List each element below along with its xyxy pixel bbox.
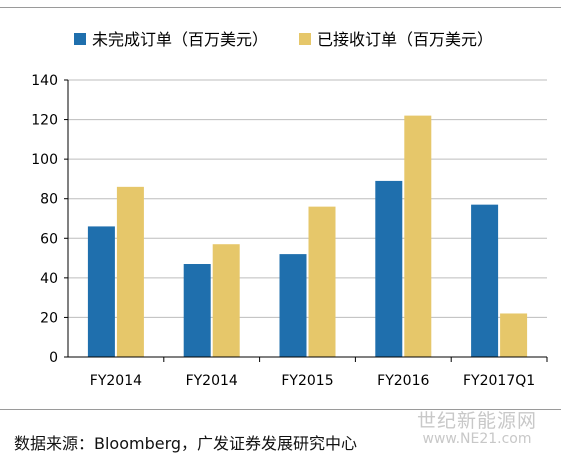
y-tick-label: 20: [40, 310, 58, 326]
bar-pending: [183, 264, 211, 357]
y-tick-label: 40: [40, 271, 58, 287]
bars: [87, 115, 528, 357]
watermark-text: 世纪新能源网: [416, 410, 537, 432]
source-note: 数据来源：Bloomberg，广发证券发展研究中心: [14, 434, 358, 453]
y-tick-label: 140: [31, 73, 58, 89]
y-tick-label: 60: [40, 231, 58, 247]
bar-pending: [375, 180, 403, 357]
bar-received: [500, 313, 528, 357]
legend-swatch: [299, 33, 311, 45]
x-tick-label: FY2014: [186, 373, 238, 389]
y-tick-label: 100: [31, 152, 58, 168]
y-tick-label: 120: [31, 113, 58, 129]
legend: 未完成订单（百万美元） 已接收订单（百万美元）: [74, 30, 493, 49]
watermark-url: www.NE21.com: [422, 430, 532, 447]
bar-received: [308, 206, 336, 357]
x-tick-label: FY2014: [90, 373, 142, 389]
bar-pending: [471, 204, 499, 357]
axes: [67, 80, 547, 358]
y-tick-label: 0: [49, 350, 58, 366]
top-rule: [0, 7, 561, 8]
watermark: 世纪新能源网 www.NE21.com: [402, 410, 552, 447]
x-tick-labels: FY2014 FY2014 FY2015 FY2016 FY2017Q1: [90, 373, 535, 389]
bar-received: [212, 244, 240, 357]
y-tick-label: 80: [40, 192, 58, 208]
bar-pending: [87, 226, 115, 357]
legend-swatch: [74, 33, 86, 45]
bar-pending: [279, 254, 307, 357]
legend-label: 未完成订单（百万美元）: [92, 30, 268, 49]
bar-received: [116, 186, 144, 357]
x-tick-label: FY2016: [377, 373, 429, 389]
x-tick-label: FY2017Q1: [463, 373, 535, 389]
x-tick-label: FY2015: [281, 373, 333, 389]
y-tick-labels: 0 20 40 60 80 100 120 140: [31, 73, 58, 366]
bottom-rule: [0, 409, 561, 410]
bar-received: [404, 115, 432, 357]
legend-label: 已接收订单（百万美元）: [317, 30, 493, 49]
gridlines: [64, 79, 548, 362]
